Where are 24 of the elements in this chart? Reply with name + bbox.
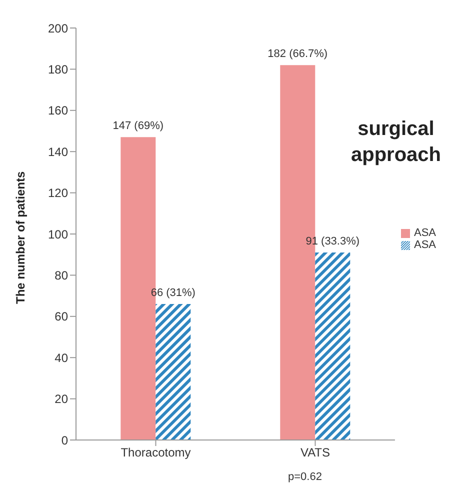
y-tick-label: 200 bbox=[48, 21, 68, 36]
text: p=0.62 bbox=[288, 471, 322, 483]
y-tick-label: 80 bbox=[54, 268, 68, 282]
legend-label: ASA bbox=[414, 239, 436, 251]
y-tick-label: 40 bbox=[54, 350, 68, 365]
bar bbox=[280, 65, 316, 440]
y-tick-label: 20 bbox=[54, 392, 68, 406]
y-tick-label: 160 bbox=[48, 104, 68, 118]
x-tick-label: Thoracotomy bbox=[120, 446, 191, 460]
bar bbox=[156, 304, 191, 440]
text: surgical approach bbox=[350, 117, 442, 168]
legend-label: ASA bbox=[414, 227, 436, 239]
y-tick-label: 180 bbox=[48, 62, 68, 76]
y-tick-label: 0 bbox=[61, 433, 68, 448]
x-tick-label: VATS bbox=[300, 446, 330, 460]
y-tick-label: 100 bbox=[48, 227, 68, 242]
y-tick-label: 140 bbox=[48, 144, 68, 159]
bar bbox=[315, 252, 350, 440]
y-axis-title: The number of patients bbox=[13, 171, 28, 304]
y-tick-label: 60 bbox=[54, 310, 68, 324]
y-tick-label: 120 bbox=[48, 186, 68, 200]
data-label: 66 (31%) bbox=[150, 287, 196, 300]
data-label: 182 (66.7%) bbox=[268, 48, 328, 60]
data-label: 147 (69%) bbox=[112, 120, 164, 132]
